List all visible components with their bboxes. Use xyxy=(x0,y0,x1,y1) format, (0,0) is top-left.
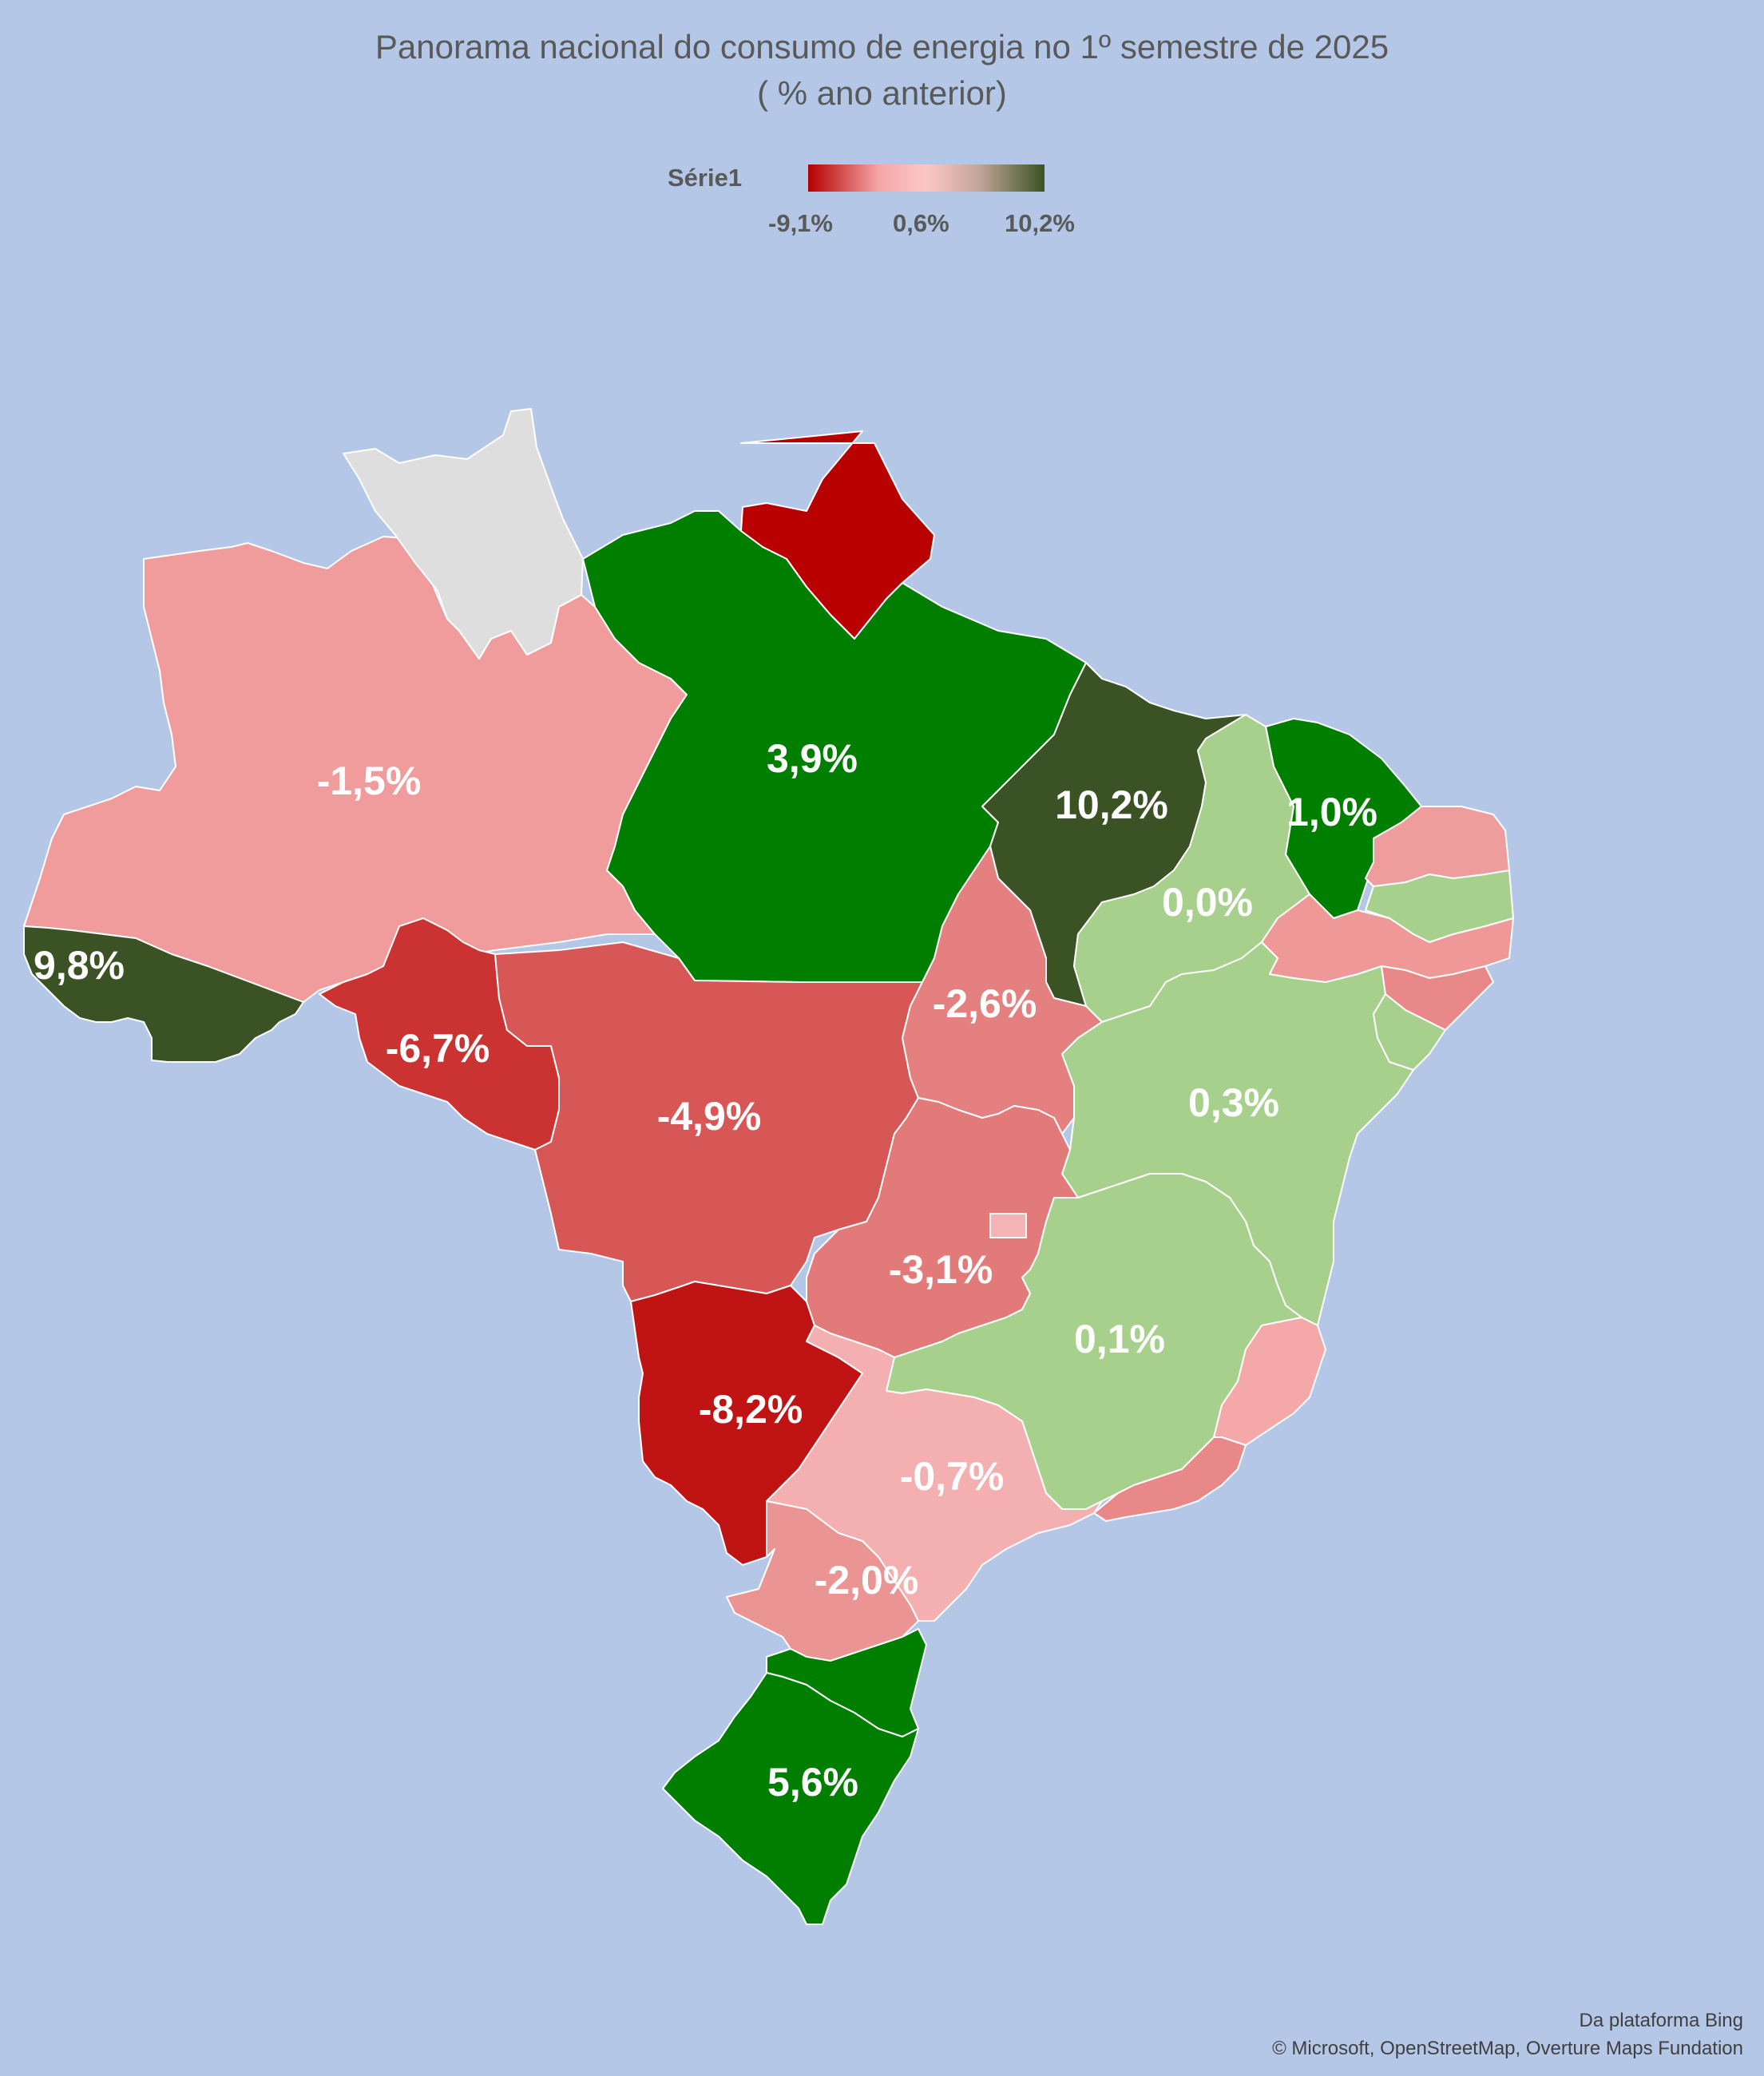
value-label-rs: 5,6% xyxy=(767,1760,858,1805)
state-pe xyxy=(1261,893,1514,983)
value-label-go: -3,1% xyxy=(889,1247,993,1292)
state-rr xyxy=(343,408,584,660)
credit-source: Da plataforma Bing xyxy=(1579,2010,1743,2031)
value-label-ce: 1,0% xyxy=(1286,790,1378,834)
legend-max-label: 10,2% xyxy=(1005,209,1075,237)
states-layer xyxy=(23,408,1514,1925)
value-label-pr: -2,0% xyxy=(815,1558,919,1603)
title-line-2: ( % ano anterior) xyxy=(757,74,1007,112)
credit-attribution: © Microsoft, OpenStreetMap, Overture Map… xyxy=(1272,2038,1743,2059)
legend-mid-label: 0,6% xyxy=(893,209,949,237)
value-label-pa: 3,9% xyxy=(767,736,858,781)
value-label-ro: -6,7% xyxy=(386,1026,490,1071)
legend-color-scale xyxy=(808,164,1045,192)
value-label-sp: -0,7% xyxy=(900,1454,1005,1499)
value-label-ms: -8,2% xyxy=(699,1387,803,1432)
state-ac xyxy=(23,925,304,1063)
value-label-ac: 9,8% xyxy=(34,943,125,988)
value-label-mg: 0,1% xyxy=(1074,1317,1165,1361)
state-se xyxy=(1373,993,1446,1071)
value-label-pi: 0,0% xyxy=(1162,880,1253,925)
title-line-1: Panorama nacional do consumo de energia … xyxy=(375,28,1389,65)
value-labels-layer: -1,5% 3,9% 10,2% 1,0% 0,0% 9,8% -6,7% -4,9% -2,6… xyxy=(34,736,1378,1805)
value-label-ma: 10,2% xyxy=(1055,782,1168,827)
state-rj xyxy=(1093,1436,1247,1522)
value-label-mt: -4,9% xyxy=(657,1094,762,1139)
value-label-to: -2,6% xyxy=(933,981,1037,1026)
value-label-ba: 0,3% xyxy=(1188,1080,1279,1125)
state-df xyxy=(989,1213,1027,1238)
state-ro xyxy=(319,917,560,1151)
state-sp xyxy=(766,1325,1103,1622)
legend-series-label: Série1 xyxy=(668,164,743,192)
legend-min-label: -9,1% xyxy=(768,209,833,237)
state-rs xyxy=(662,1672,919,1925)
map-title: Panorama nacional do consumo de energia … xyxy=(0,24,1764,117)
value-label-am: -1,5% xyxy=(317,759,422,803)
